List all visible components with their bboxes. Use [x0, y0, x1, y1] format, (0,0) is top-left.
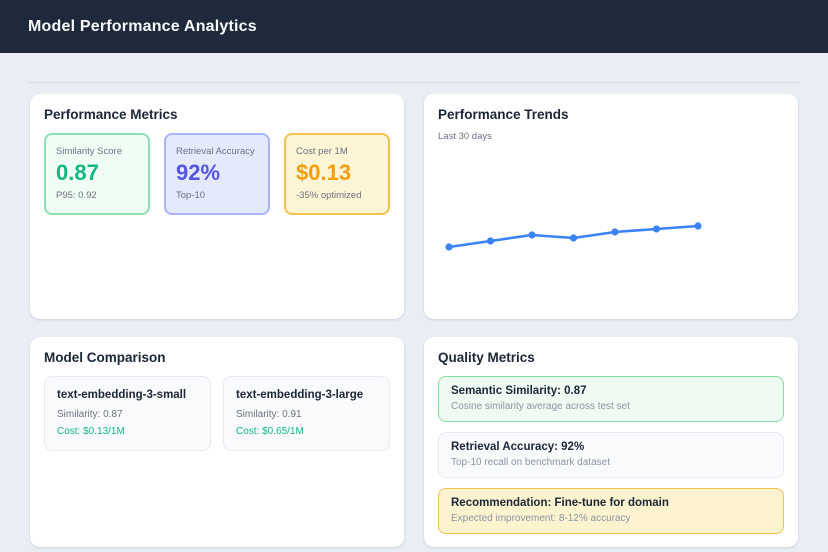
metric-label: Similarity Score — [56, 146, 122, 157]
models-row: text-embedding-3-small Similarity: 0.87 … — [44, 376, 390, 451]
metric-value: 92% — [176, 160, 221, 185]
model-similarity: Similarity: 0.87 — [57, 409, 123, 420]
metric-similarity-score: Similarity Score 0.87 P95: 0.92 — [44, 133, 150, 215]
metric-subtext: Top-10 — [176, 190, 206, 201]
model-name: text-embedding-3-small — [57, 389, 187, 401]
performance-trends-card: Performance Trends Last 30 days — [424, 94, 798, 319]
metric-label: Cost per 1M — [296, 146, 348, 157]
page-title: Model Performance Analytics — [28, 17, 257, 35]
model-cost: Cost: $0.13/1M — [57, 426, 125, 437]
quality-row-description: Top-10 recall on benchmark dataset — [451, 457, 610, 468]
dashboard-grid: Performance Metrics Similarity Score 0.8… — [0, 83, 828, 547]
metric-retrieval-accuracy: Retrieval Accuracy 92% Top-10 — [164, 133, 270, 215]
model-comparison-title: Model Comparison — [44, 350, 166, 365]
metric-subtext: -35% optimized — [296, 190, 362, 201]
performance-trends-title: Performance Trends — [438, 107, 569, 122]
quality-row-title: Retrieval Accuracy: 92% — [451, 441, 585, 453]
trends-line-chart — [445, 222, 702, 251]
performance-metrics-title: Performance Metrics — [44, 107, 178, 122]
metric-subtext: P95: 0.92 — [56, 190, 97, 201]
metric-value: 0.87 — [56, 160, 99, 185]
quality-row-description: Expected improvement: 8-12% accuracy — [451, 513, 631, 524]
quality-row-recommendation: Recommendation: Fine-tune for domain Exp… — [438, 488, 784, 534]
quality-metrics-title: Quality Metrics — [438, 350, 535, 365]
metric-cost-per-1m: Cost per 1M $0.13 -35% optimized — [284, 133, 390, 215]
model-name: text-embedding-3-large — [236, 389, 364, 401]
model-comparison-card: Model Comparison text-embedding-3-small … — [30, 337, 404, 547]
quality-row-description: Cosine similarity average across test se… — [451, 401, 630, 412]
quality-metrics-card: Quality Metrics Semantic Similarity: 0.8… — [424, 337, 798, 547]
metric-label: Retrieval Accuracy — [176, 146, 255, 157]
performance-metrics-card: Performance Metrics Similarity Score 0.8… — [30, 94, 404, 319]
quality-row-semantic-similarity: Semantic Similarity: 0.87 Cosine similar… — [438, 376, 784, 422]
model-similarity: Similarity: 0.91 — [236, 409, 302, 420]
header-divider — [28, 82, 800, 83]
quality-row-title: Recommendation: Fine-tune for domain — [451, 497, 669, 509]
app-header: Model Performance Analytics — [0, 0, 828, 53]
metric-value: $0.13 — [296, 160, 352, 185]
quality-row-title: Semantic Similarity: 0.87 — [451, 385, 587, 397]
metrics-row: Similarity Score 0.87 P95: 0.92 Retrieva… — [44, 133, 390, 215]
model-card-small: text-embedding-3-small Similarity: 0.87 … — [44, 376, 211, 451]
model-card-large: text-embedding-3-large Similarity: 0.91 … — [223, 376, 390, 451]
quality-row-retrieval-accuracy: Retrieval Accuracy: 92% Top-10 recall on… — [438, 432, 784, 478]
trends-subtitle: Last 30 days — [438, 131, 492, 142]
quality-rows: Semantic Similarity: 0.87 Cosine similar… — [438, 376, 784, 534]
model-cost: Cost: $0.65/1M — [236, 426, 304, 437]
